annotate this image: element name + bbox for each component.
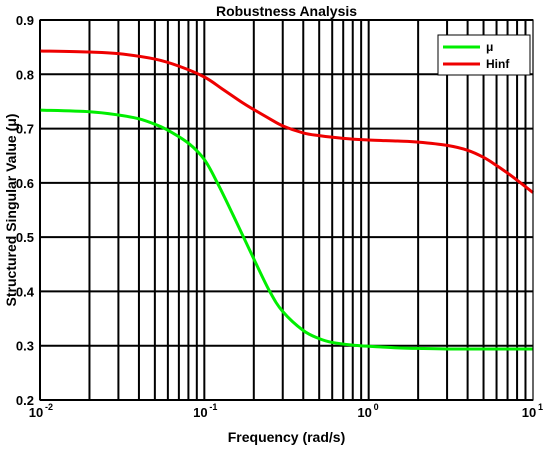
x-tick-exponent: 0: [374, 402, 379, 412]
legend-label-1: Hinf: [486, 57, 510, 71]
tick-labels: 0.20.30.40.50.60.70.80.910 -2 10 -1 10 0 10 1: [16, 13, 543, 420]
series-lines: [39, 49, 534, 351]
x-tick-exponent: 1: [538, 402, 543, 412]
y-tick-label: 0.8: [16, 67, 34, 82]
y-tick-label: 0.2: [16, 393, 34, 408]
x-tick-label: 10: [29, 405, 43, 420]
x-tick-exponent: -1: [209, 402, 217, 412]
series-line-0: [39, 108, 533, 351]
y-tick-label: 0.9: [16, 13, 34, 28]
legend-label-0: μ: [486, 40, 493, 54]
y-tick-label: 0.5: [16, 230, 34, 245]
x-tick-label: 10: [522, 405, 536, 420]
plot-frame: [39, 19, 534, 401]
legend-box: [437, 34, 531, 76]
grid-lines: [39, 19, 533, 401]
x-tick-label: 10: [193, 405, 207, 420]
y-tick-label: 0.7: [16, 122, 34, 137]
y-axis-label: Structured Singular Value (μ): [3, 114, 19, 307]
x-axis-label: Frequency (rad/s): [228, 429, 345, 445]
y-tick-label: 0.3: [16, 339, 34, 354]
series-line-1: [39, 49, 534, 194]
y-tick-label: 0.4: [16, 284, 35, 299]
y-tick-label: 0.6: [16, 176, 34, 191]
x-tick-label: 10: [357, 405, 371, 420]
legend: μ Hinf: [437, 34, 531, 76]
chart-title: Robustness Analysis: [216, 3, 357, 19]
x-tick-exponent: -2: [45, 402, 53, 412]
